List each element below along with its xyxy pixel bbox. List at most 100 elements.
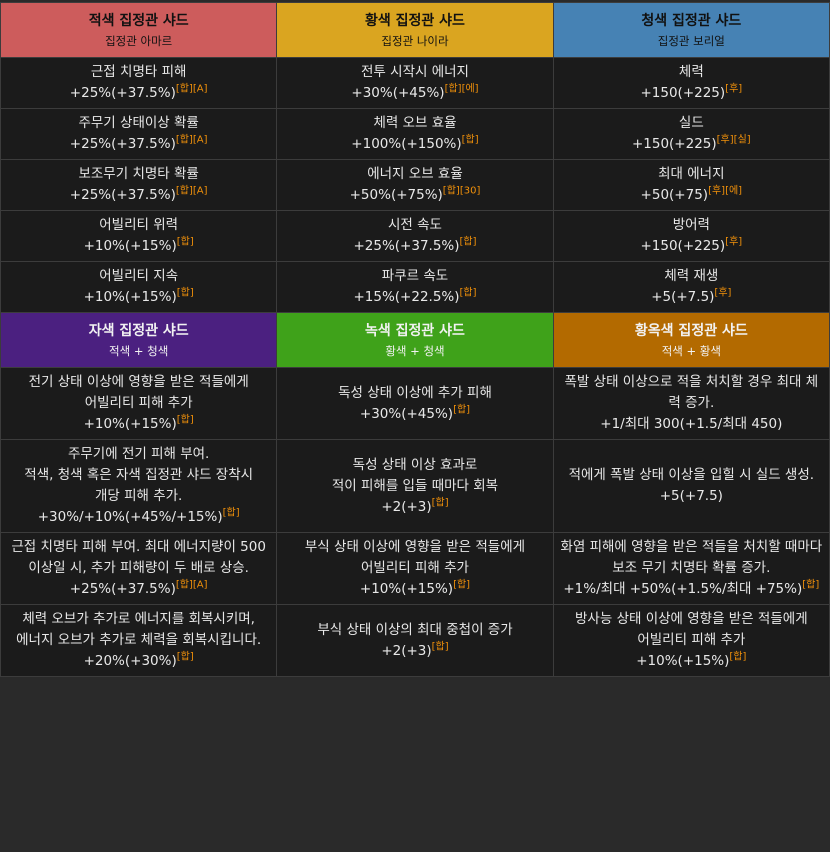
effect-description: 체력 오브 효율 [373, 115, 457, 131]
effect-value-line: +1%/최대 +50%(+1.5%/최대 +75%)[합] [560, 579, 823, 600]
effect-value: +2(+3) [381, 498, 432, 515]
shard-title: 녹색 집정관 샤드 [365, 323, 465, 339]
effect-value: +25%(+37.5%) [69, 187, 176, 203]
shard-effect-cell: 전기 상태 이상에 영향을 받은 적들에게 어빌리티 피해 추가 +10%(+15%… [0, 367, 278, 440]
effect-description: 에너지 오브 효율 [367, 166, 463, 182]
shard-effect-cell: 어빌리티 지속 +10%(+15%)[합] [0, 261, 278, 313]
effect-tag: [합] [431, 641, 449, 652]
shard-effect-cell: 폭발 상태 이상으로 적을 처치할 경우 최대 체력 증가. +1/최대 300(… [552, 367, 830, 440]
effect-description: 근접 치명타 피해 [90, 64, 187, 80]
effect-tag: [합] [176, 287, 194, 299]
effect-value: +30%/+10%(+45%/+15%) [37, 509, 223, 525]
effect-tag: [30] [459, 185, 481, 197]
shard-header-row: 자색 집정관 샤드 적색 + 청색 녹색 집정관 샤드 황색 + 청색 황옥색 집정관 … [0, 312, 830, 368]
effect-value: +5(+7.5) [651, 289, 715, 305]
shard-effect-cell: 보조무기 치명타 확률 +25%(+37.5%)[합][A] [0, 159, 278, 211]
table-row: 보조무기 치명타 확률 +25%(+37.5%)[합][A] 에너지 오브 효율 +5… [0, 159, 830, 211]
shard-effect-cell: 체력 +150(+225)[후] [552, 57, 830, 109]
shard-effect-cell: 주무기에 전기 피해 부여. 적색, 청색 혹은 자색 집정관 샤드 장착시 개당 … [0, 439, 278, 533]
effect-value-line: +30%(+45%)[합][에] [283, 83, 546, 104]
effect-tag: [합] [461, 134, 479, 146]
shard-subtitle: 집정관 나이라 [381, 34, 449, 48]
shard-subtitle: 집정관 보리얼 [657, 34, 725, 48]
effect-description: 폭발 상태 이상으로 적을 처치할 경우 최대 체력 증가. [564, 374, 819, 411]
effect-value-line: +5(+7.5) [560, 486, 823, 507]
effect-tag: [에] [725, 185, 743, 197]
effect-tag: [실] [733, 134, 751, 146]
shard-subtitle: 집정관 아마르 [105, 34, 173, 48]
effect-description: 최대 에너지 [658, 166, 725, 182]
shard-effect-cell: 근접 치명타 피해 부여. 최대 에너지량이 500 이상일 시, 추가 피해량… [0, 532, 278, 605]
shard-effect-cell: 방어력 +150(+225)[후] [552, 210, 830, 262]
effect-tag: [합] [175, 83, 193, 95]
effect-description: 체력 [678, 64, 704, 80]
effect-value: +25%(+37.5%) [353, 238, 460, 254]
shard-effect-cell: 적에게 폭발 상태 이상을 입힐 시 실드 생성. +5(+7.5) [552, 439, 830, 533]
effect-tag: [에] [461, 83, 479, 95]
effect-value-line: +150(+225)[후][실] [560, 134, 823, 155]
shard-effect-cell: 화염 피해에 영향을 받은 적들을 처치할 때마다 보조 무기 치명타 확률 증… [552, 532, 830, 605]
shard-subtitle: 적색 + 황색 [661, 344, 721, 358]
effect-description: 에너지 오브가 추가로 체력을 회복시킵니다. [16, 632, 262, 648]
effect-tag: [합] [442, 185, 460, 197]
effect-description: 체력 오브가 추가로 에너지를 회복시키며, [22, 611, 255, 627]
effect-tag: [합] [802, 579, 820, 591]
effect-description: 보조무기 치명타 확률 [78, 166, 199, 182]
effect-description: 전기 상태 이상에 영향을 받은 적들에게 [28, 374, 249, 390]
shard-header: 녹색 집정관 샤드 황색 + 청색 [276, 312, 554, 368]
shard-effect-cell: 체력 재생 +5(+7.5)[후] [552, 261, 830, 313]
effect-description: 어빌리티 위력 [99, 217, 179, 233]
effect-tag: [합] [431, 497, 449, 508]
effect-value: +25%(+37.5%) [69, 136, 176, 152]
effect-description: 시전 속도 [388, 217, 442, 233]
effect-value: +15%(+22.5%) [353, 289, 460, 305]
effect-description: 적색, 청색 혹은 자색 집정관 샤드 장착시 [24, 467, 254, 483]
effect-description: 적이 피해를 입들 때마다 회복 [331, 477, 499, 494]
effect-tag: [합] [453, 404, 471, 415]
effect-description: 부식 상태 이상의 최대 중첩이 증가 [317, 621, 513, 638]
effect-tag: [후] [714, 287, 732, 299]
effect-description: 부식 상태 이상에 영향을 받은 적들에게 [304, 539, 526, 555]
shard-subtitle: 적색 + 청색 [109, 344, 169, 358]
effect-value: +25%(+37.5%) [69, 85, 176, 101]
effect-tag: [A] [192, 83, 208, 95]
shard-effect-cell: 독성 상태 이상에 추가 피해 +30%(+45%)[합] [276, 367, 554, 440]
effect-value: +10%(+15%) [359, 581, 454, 597]
shard-effect-cell: 방사능 상태 이상에 영향을 받은 적들에게 어빌리티 피해 추가 +10%(+15… [552, 604, 830, 677]
effect-value: +30%(+45%) [359, 405, 454, 422]
effect-description: 실드 [678, 115, 704, 131]
effect-description: 화염 피해에 영향을 받은 적들을 처치할 때마다 보조 무기 치명타 확률 증… [560, 539, 823, 576]
effect-tag: [합] [176, 414, 194, 426]
effect-tag: [합] [444, 83, 462, 95]
effect-value-line: +30%/+10%(+45%/+15%)[합] [7, 507, 270, 528]
shard-title: 황색 집정관 샤드 [365, 13, 465, 29]
effect-value-line: +25%(+37.5%)[합][A] [7, 134, 270, 155]
shard-title: 청색 집정관 샤드 [641, 13, 742, 29]
effect-value-line: +10%(+15%)[합] [560, 651, 823, 672]
effect-tag: [합] [459, 236, 477, 248]
effect-tag: [합] [453, 579, 471, 591]
effect-value: +10%(+15%) [83, 238, 177, 254]
shard-effect-cell: 시전 속도 +25%(+37.5%)[합] [276, 210, 554, 262]
shard-title: 자색 집정관 샤드 [88, 323, 189, 339]
shard-effect-cell: 어빌리티 위력 +10%(+15%)[합] [0, 210, 278, 262]
effect-tag: [후] [725, 83, 743, 95]
shard-effect-cell: 파쿠르 속도 +15%(+22.5%)[합] [276, 261, 554, 313]
shard-effect-cell: 근접 치명타 피해 +25%(+37.5%)[합][A] [0, 57, 278, 109]
effect-tag: [후] [716, 134, 734, 146]
effect-tag: [합] [175, 579, 193, 591]
table-row: 주무기 상태이상 확률 +25%(+37.5%)[합][A] 체력 오브 효율 +10… [0, 108, 830, 160]
effect-value: +10%(+15%) [83, 416, 177, 432]
effect-value: +150(+225) [631, 136, 717, 152]
effect-description: 독성 상태 이상에 추가 피해 [338, 384, 492, 401]
shard-title: 적색 집정관 샤드 [88, 13, 189, 29]
effect-description: 개당 피해 추가. [94, 488, 183, 504]
shard-effect-cell: 체력 오브가 추가로 에너지를 회복시키며, 에너지 오브가 추가로 체력을 회복… [0, 604, 278, 677]
effect-tag: [합] [222, 507, 240, 519]
shard-effect-cell: 전투 시작시 에너지 +30%(+45%)[합][에] [276, 57, 554, 109]
effect-value: +10%(+15%) [636, 653, 730, 669]
shard-effect-cell: 독성 상태 이상 효과로 적이 피해를 입들 때마다 회복 +2(+3)[합] [276, 439, 554, 533]
effect-description: 방사능 상태 이상에 영향을 받은 적들에게 [575, 611, 808, 627]
